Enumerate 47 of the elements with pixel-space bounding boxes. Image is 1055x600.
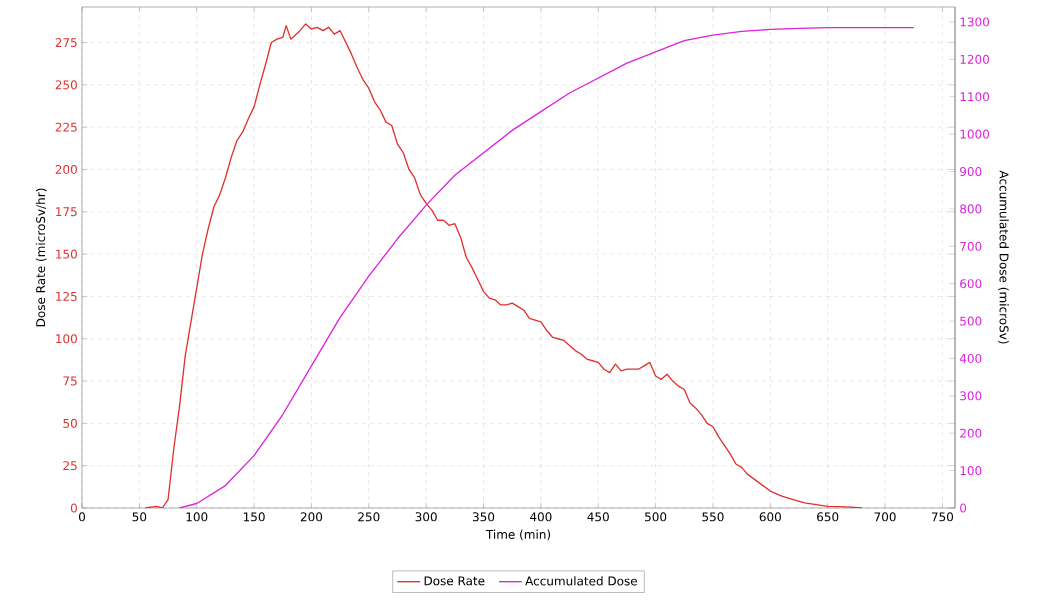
y-tick-label: 125 (56, 291, 77, 301)
y-tick-label: 100 (56, 334, 77, 344)
x-tick-label: 350 (472, 512, 495, 522)
y2-tick-label: 0 (960, 503, 967, 513)
y2-tick-label: 700 (960, 241, 982, 251)
y2-tick-label: 900 (960, 166, 982, 177)
x-tick-label: 100 (186, 512, 208, 522)
y2-tick-label: 100 (960, 466, 982, 476)
x-tick-label: 600 (759, 512, 781, 522)
x-tick-label: 50 (132, 512, 147, 522)
y2-tick-label: 1300 (960, 17, 990, 27)
y-tick-label: 75 (63, 376, 77, 386)
x-tick-label: 750 (931, 512, 954, 522)
y-tick-label: 200 (55, 164, 77, 175)
y2-tick-label: 200 (960, 428, 982, 438)
y-tick-label: 0 (70, 503, 77, 513)
y-tick-label: 150 (56, 249, 77, 259)
y2-tick-label: 1000 (960, 129, 990, 139)
x-axis-title: Time (min) (485, 529, 551, 541)
y2-tick-label: 600 (960, 279, 982, 289)
y-axis-title: Dose Rate (microSv/hr) (35, 188, 47, 327)
x-tick-label: 300 (415, 512, 437, 522)
y2-tick-label: 500 (960, 316, 982, 326)
x-tick-label: 400 (530, 512, 552, 522)
x-tick-label: 700 (874, 512, 896, 522)
x-tick-label: 450 (587, 512, 609, 522)
x-tick-label: 200 (300, 512, 323, 522)
y-tick-label: 175 (56, 207, 77, 217)
legend-label: Accumulated Dose (525, 576, 638, 586)
x-tick-label: 250 (358, 512, 380, 522)
y-tick-label: 275 (55, 38, 77, 48)
y-tick-label: 250 (55, 80, 77, 90)
y2-tick-label: 1100 (960, 92, 990, 102)
y2-tick-label: 1200 (960, 54, 990, 64)
y2-axis-title: Accumulated Dose (microSv) (998, 170, 1009, 344)
x-tick-label: 550 (702, 512, 724, 522)
y2-tick-label: 300 (960, 391, 982, 401)
x-tick-label: 0 (78, 512, 86, 522)
x-tick-label: 500 (645, 512, 667, 522)
y2-tick-label: 400 (959, 353, 982, 363)
y-tick-label: 225 (55, 122, 77, 132)
legend-label: Dose Rate (424, 576, 485, 586)
y2-tick-label: 800 (960, 204, 982, 214)
y-tick-label: 50 (63, 418, 77, 428)
x-tick-label: 150 (243, 512, 265, 522)
y-tick-label: 25 (63, 461, 77, 471)
x-tick-label: 650 (817, 512, 839, 522)
